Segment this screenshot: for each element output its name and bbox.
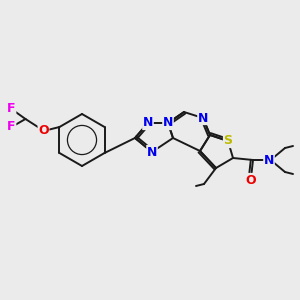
Text: O: O <box>38 124 49 137</box>
Text: F: F <box>7 103 16 116</box>
Text: N: N <box>163 116 173 130</box>
Text: N: N <box>264 154 274 166</box>
Text: F: F <box>7 121 16 134</box>
Text: S: S <box>224 134 232 148</box>
Text: N: N <box>143 116 153 130</box>
Text: O: O <box>246 173 256 187</box>
Text: N: N <box>147 146 157 158</box>
Text: N: N <box>198 112 208 124</box>
